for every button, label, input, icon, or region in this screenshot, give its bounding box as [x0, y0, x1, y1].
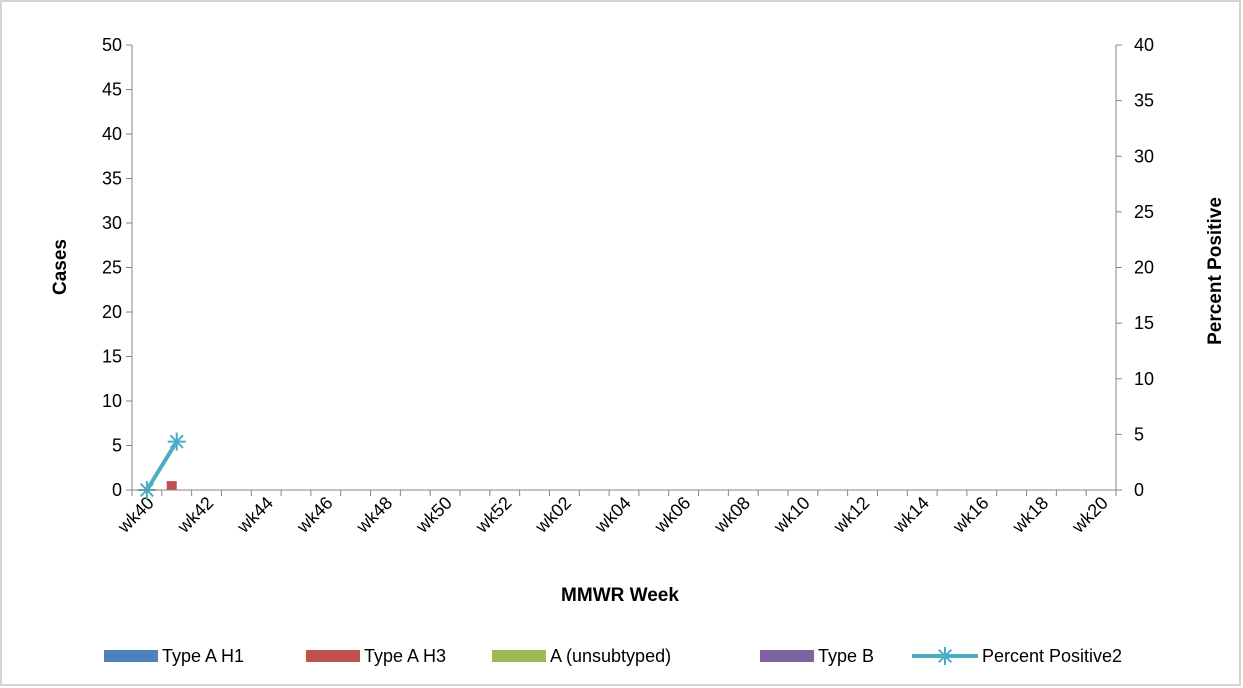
right-tick-label: 0 [1134, 480, 1144, 500]
legend-item: Type B [760, 646, 874, 666]
right-tick-label: 30 [1134, 146, 1154, 166]
x-tick-label: wk44 [232, 493, 277, 538]
left-tick-label: 40 [102, 124, 122, 144]
right-tick-label: 40 [1134, 35, 1154, 55]
y2-axis-title: Percent Positive [1205, 197, 1226, 345]
x-tick-label: wk46 [292, 493, 337, 538]
right-tick-label: 20 [1134, 258, 1154, 278]
left-tick-label: 45 [102, 80, 122, 100]
x-tick-label: wk42 [173, 493, 218, 538]
line-point-marker [167, 432, 186, 451]
x-tick-label: wk50 [411, 493, 456, 538]
legend-swatch [760, 650, 814, 662]
left-tick-label: 50 [102, 35, 122, 55]
x-tick-label: wk10 [769, 493, 814, 538]
x-tick-label: wk20 [1067, 493, 1112, 538]
legend-swatch [306, 650, 360, 662]
y-axis-title: Cases [50, 239, 71, 295]
left-tick-label: 30 [102, 213, 122, 233]
left-tick-label: 10 [102, 391, 122, 411]
legend: Type A H1 Type A H3 A (unsubtyped) Type B Pe… [104, 646, 1122, 666]
percent-positive-line [145, 440, 179, 492]
legend-swatch [104, 650, 158, 662]
left-tick-label: 20 [102, 302, 122, 322]
legend-label: Type A H3 [364, 646, 446, 666]
legend-item: Type A H1 [104, 646, 244, 666]
legend-marker-stroke [937, 648, 953, 664]
x-tick-label: wk08 [710, 493, 755, 538]
line-layer [137, 432, 186, 499]
right-axis-ticks: 0 5 10 15 20 25 30 35 40 [1116, 35, 1154, 500]
left-tick-label: 0 [112, 480, 122, 500]
x-tick-label: wk14 [888, 493, 933, 538]
left-tick-label: 35 [102, 169, 122, 189]
right-tick-label: 10 [1134, 369, 1154, 389]
bars-layer [166, 481, 177, 490]
legend-label: A (unsubtyped) [550, 646, 671, 666]
x-axis-ticks: wk40 wk42 wk44 wk46 wk48 wk50 wk52 wk02 wk04 wk06… [113, 490, 1117, 538]
x-tick-label: wk48 [352, 493, 397, 538]
x-tick-label: wk12 [829, 493, 874, 538]
right-tick-label: 15 [1134, 313, 1154, 333]
legend-item: Type A H3 [306, 646, 446, 666]
legend-label: Type B [818, 646, 874, 666]
x-tick-label: wk18 [1008, 493, 1053, 538]
marker-stroke [169, 434, 184, 449]
legend-item: A (unsubtyped) [492, 646, 671, 666]
x-tick-label: wk02 [531, 493, 576, 538]
left-tick-label: 25 [102, 258, 122, 278]
x-tick-label: wk04 [590, 493, 635, 538]
x-tick-label: wk16 [948, 493, 993, 538]
legend-label: Type A H1 [162, 646, 244, 666]
right-tick-label: 25 [1134, 202, 1154, 222]
right-tick-label: 5 [1134, 424, 1144, 444]
legend-label: Percent Positive2 [982, 646, 1122, 666]
x-tick-label: wk52 [471, 493, 516, 538]
left-tick-label: 5 [112, 436, 122, 456]
legend-item: Percent Positive2 [912, 646, 1122, 666]
bar [166, 481, 177, 490]
left-tick-label: 15 [102, 347, 122, 367]
right-tick-label: 35 [1134, 91, 1154, 111]
x-axis-title: MMWR Week [561, 585, 679, 606]
left-axis-ticks: 0 5 10 15 20 25 30 35 40 45 50 [102, 35, 132, 500]
x-tick-label: wk06 [650, 493, 695, 538]
legend-swatch [492, 650, 546, 662]
